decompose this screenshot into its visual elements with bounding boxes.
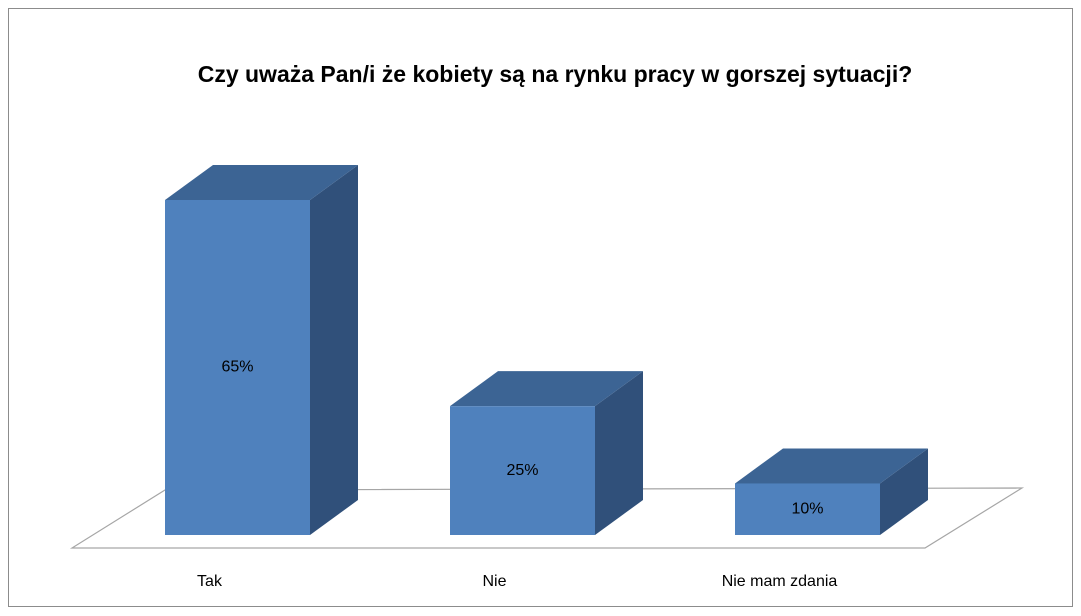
x-tick-label: Nie <box>482 573 506 590</box>
bar <box>165 200 310 535</box>
floor <box>69 487 1025 549</box>
bar-side <box>595 371 643 535</box>
data-label: 65% <box>221 359 253 376</box>
x-tick-label: Tak <box>197 573 223 590</box>
bar-top <box>450 371 643 407</box>
data-label: 10% <box>791 500 823 517</box>
x-tick-label: Nie mam zdania <box>722 573 838 590</box>
bar <box>735 483 880 535</box>
bar-side <box>880 448 928 535</box>
data-label: 25% <box>506 462 538 479</box>
bar-side <box>310 165 358 535</box>
bar-top <box>735 448 928 484</box>
bar-top <box>165 165 358 200</box>
bar <box>450 406 595 535</box>
chart-title: Czy uważa Pan/i że kobiety są na rynku p… <box>197 61 913 87</box>
